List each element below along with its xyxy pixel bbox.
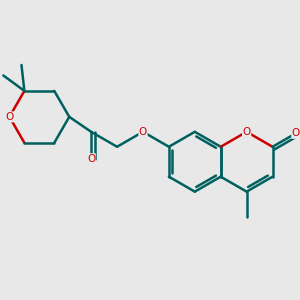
Text: O: O <box>292 128 300 138</box>
Text: O: O <box>242 127 251 137</box>
Text: O: O <box>87 154 95 164</box>
Text: O: O <box>139 127 147 137</box>
Text: O: O <box>5 112 14 122</box>
